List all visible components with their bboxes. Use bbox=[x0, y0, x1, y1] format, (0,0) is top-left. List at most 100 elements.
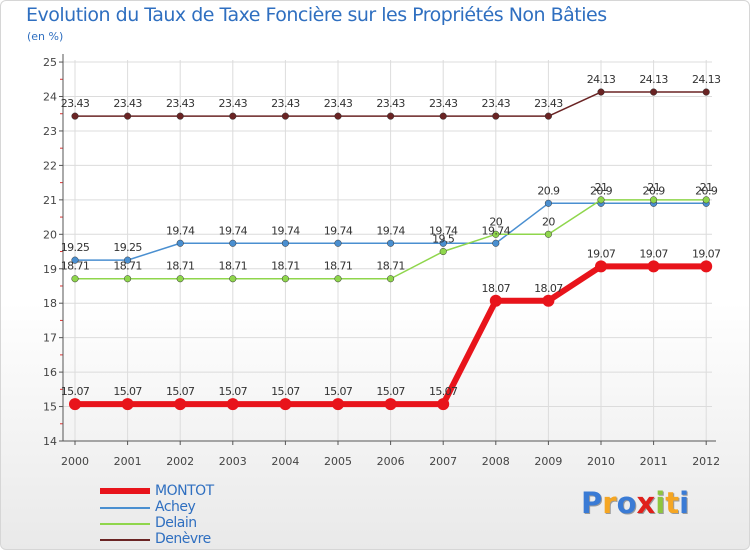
data-point-delain bbox=[702, 196, 710, 204]
data-label-den-vre: 24.13 bbox=[587, 73, 616, 86]
x-tick-label: 2005 bbox=[324, 455, 352, 468]
data-point-montot bbox=[69, 398, 81, 411]
data-label-den-vre: 23.43 bbox=[113, 97, 142, 110]
data-point-montot bbox=[174, 398, 187, 411]
data-label-den-vre: 23.43 bbox=[324, 97, 353, 110]
data-point-den-vre bbox=[597, 88, 605, 96]
data-label-den-vre: 23.43 bbox=[482, 97, 511, 110]
y-tick-label: 24 bbox=[43, 91, 57, 104]
data-point-montot bbox=[279, 398, 292, 411]
data-label-montot: 19.07 bbox=[587, 247, 616, 260]
data-point-montot bbox=[647, 260, 660, 273]
data-point-den-vre bbox=[650, 88, 658, 96]
data-label-achey: 20.9 bbox=[537, 184, 560, 197]
legend-label-denevre: Denèvre bbox=[155, 531, 211, 547]
data-label-delain: 18.71 bbox=[219, 260, 248, 273]
data-point-delain bbox=[439, 247, 447, 256]
data-label-montot: 18.07 bbox=[534, 282, 563, 295]
data-point-den-vre bbox=[387, 112, 395, 120]
data-point-montot bbox=[595, 260, 607, 273]
data-point-delain bbox=[492, 230, 500, 238]
logo-letter: t bbox=[665, 486, 680, 520]
data-label-montot: 15.07 bbox=[113, 385, 142, 398]
data-label-delain: 18.71 bbox=[166, 260, 195, 273]
x-tick-label: 2007 bbox=[429, 455, 457, 468]
logo-letter: P bbox=[581, 486, 603, 520]
data-point-den-vre bbox=[439, 112, 447, 120]
data-label-montot: 15.07 bbox=[324, 385, 353, 398]
y-tick-label: 21 bbox=[43, 194, 57, 207]
data-point-montot bbox=[226, 398, 239, 411]
data-label-delain: 20 bbox=[489, 215, 502, 228]
series-layer bbox=[69, 88, 713, 411]
data-label-achey: 19.74 bbox=[219, 224, 248, 237]
data-label-achey: 19.74 bbox=[482, 224, 511, 237]
data-label-montot: 15.07 bbox=[271, 385, 300, 398]
data-point-achey bbox=[229, 239, 237, 247]
data-point-delain bbox=[71, 275, 79, 283]
proxiti-logo: Proxiti bbox=[581, 486, 689, 520]
data-label-den-vre: 23.43 bbox=[376, 97, 405, 110]
data-label-delain: 20 bbox=[542, 215, 555, 228]
data-label-achey: 20.9 bbox=[695, 184, 718, 197]
x-tick-label: 2000 bbox=[61, 455, 89, 468]
legend-label-achey: Achey bbox=[155, 499, 196, 515]
data-label-delain: 21 bbox=[647, 181, 660, 194]
data-point-montot bbox=[384, 398, 397, 411]
legend-swatch-denevre bbox=[100, 539, 150, 541]
data-point-montot bbox=[332, 398, 344, 411]
data-label-den-vre: 23.43 bbox=[166, 97, 195, 110]
y-tick-label: 19 bbox=[43, 263, 57, 276]
x-tick-label: 2008 bbox=[482, 455, 510, 468]
data-label-achey: 19.25 bbox=[61, 241, 90, 254]
data-label-den-vre: 23.43 bbox=[219, 97, 248, 110]
data-point-den-vre bbox=[124, 112, 132, 120]
data-point-montot bbox=[542, 294, 555, 307]
data-point-achey bbox=[492, 239, 500, 247]
data-point-achey bbox=[281, 239, 289, 247]
legend-label-montot: MONTOT bbox=[155, 483, 214, 499]
data-label-delain: 21 bbox=[595, 181, 608, 194]
data-label-delain: 18.71 bbox=[376, 260, 405, 273]
data-point-den-vre bbox=[334, 112, 342, 120]
data-point-achey bbox=[176, 239, 184, 247]
data-point-den-vre bbox=[544, 112, 552, 120]
x-tick-label: 2003 bbox=[219, 455, 247, 468]
axis-layer: 14 15 16 17 18 19 20 21 22 23 24 25 2000 2001 2002 2003… bbox=[43, 54, 720, 468]
data-label-den-vre: 23.43 bbox=[271, 97, 300, 110]
logo-letter: i bbox=[679, 486, 690, 520]
data-point-montot bbox=[437, 398, 450, 411]
data-point-delain bbox=[176, 275, 184, 283]
logo-letter: i bbox=[655, 486, 666, 520]
y-tick-label: 17 bbox=[43, 332, 57, 345]
data-point-den-vre bbox=[492, 112, 500, 120]
data-point-delain bbox=[229, 275, 237, 283]
data-label-montot: 15.07 bbox=[166, 385, 195, 398]
data-label-achey: 19.74 bbox=[271, 224, 300, 237]
y-tick-label: 22 bbox=[43, 159, 57, 172]
x-tick-label: 2002 bbox=[166, 455, 194, 468]
data-label-den-vre: 23.43 bbox=[61, 97, 90, 110]
data-label-achey: 19.74 bbox=[429, 224, 458, 237]
logo-letter: r bbox=[602, 486, 617, 520]
chart-subtitle: (en %) bbox=[27, 30, 64, 43]
y-tick-label: 16 bbox=[43, 366, 57, 379]
data-point-den-vre bbox=[176, 112, 184, 120]
legend-swatch-delain bbox=[100, 523, 150, 525]
y-tick-label: 23 bbox=[43, 125, 57, 138]
data-label-achey: 19.74 bbox=[324, 224, 353, 237]
data-point-achey bbox=[334, 239, 342, 247]
data-point-delain bbox=[334, 275, 342, 283]
data-label-den-vre: 23.43 bbox=[429, 97, 458, 110]
data-point-achey bbox=[439, 239, 447, 247]
data-point-delain bbox=[387, 275, 395, 283]
data-point-delain bbox=[124, 275, 132, 283]
y-tick-label: 14 bbox=[43, 435, 57, 448]
data-label-den-vre: 24.13 bbox=[692, 73, 721, 86]
data-point-den-vre bbox=[229, 112, 237, 120]
data-label-montot: 18.07 bbox=[482, 282, 511, 295]
x-tick-label: 2009 bbox=[534, 455, 562, 468]
logo-letter: o bbox=[616, 486, 637, 520]
x-tick-label: 2012 bbox=[692, 455, 720, 468]
